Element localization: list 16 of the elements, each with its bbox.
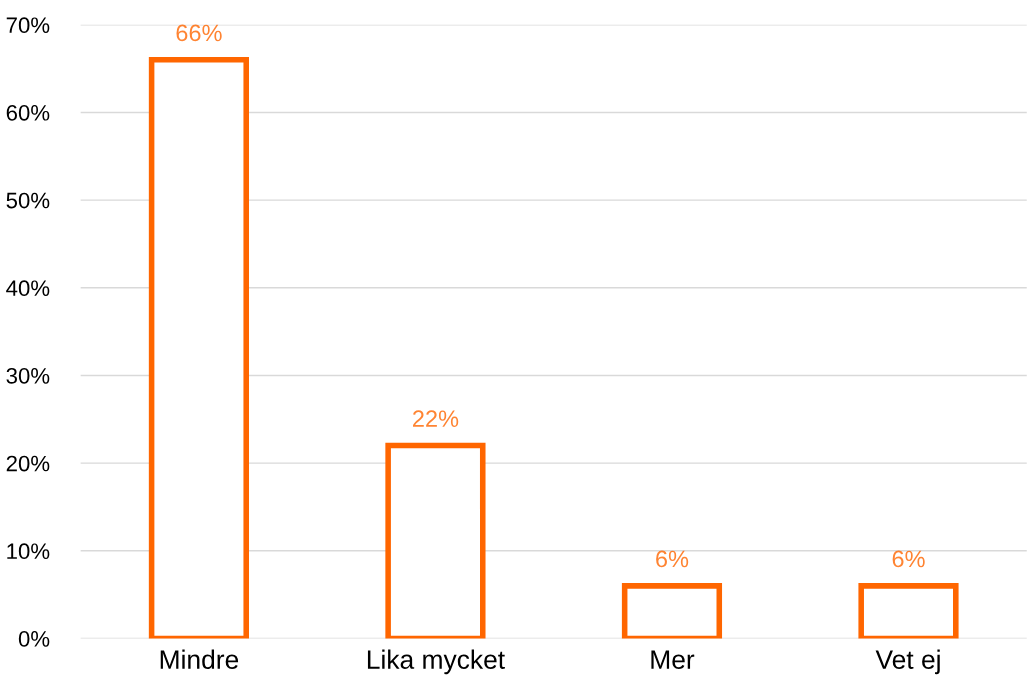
data-label: 66% [176,24,222,42]
y-tick-label: 40% [6,280,50,297]
y-tick-label: 70% [6,17,50,34]
y-tick-label: 60% [6,104,50,121]
data-label: 22% [413,410,459,427]
y-tick-label: 20% [6,455,50,472]
x-tick-label: Mindre [160,649,239,669]
y-tick-label: 0% [18,631,50,647]
y-tick-label: 10% [7,543,50,560]
x-tick-label: Lika mycket [367,649,505,675]
x-tick-label: Mer [651,650,695,669]
data-label: 6% [892,550,925,568]
y-tick-label: 50% [6,192,50,209]
y-tick-label: 30% [6,367,50,384]
x-tick-label: Vet ej [875,649,940,675]
data-label: 6% [656,550,689,568]
